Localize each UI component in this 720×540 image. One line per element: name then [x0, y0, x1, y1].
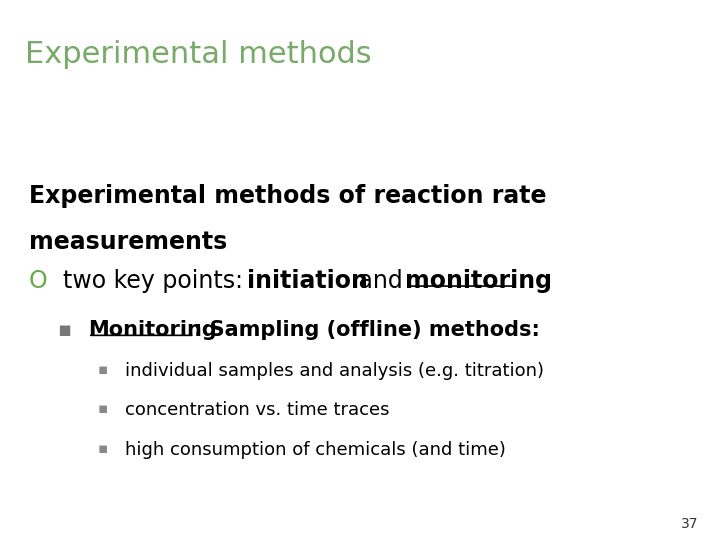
Text: and: and: [351, 269, 410, 293]
Text: measurements: measurements: [29, 230, 227, 254]
Text: monitoring: monitoring: [405, 269, 552, 293]
Text: Experimental methods: Experimental methods: [25, 40, 372, 70]
Text: initiation: initiation: [247, 269, 368, 293]
Text: Experimental methods of reaction rate: Experimental methods of reaction rate: [29, 184, 546, 207]
Text: 37: 37: [681, 517, 698, 531]
Text: individual samples and analysis (e.g. titration): individual samples and analysis (e.g. ti…: [125, 362, 544, 380]
Text: high consumption of chemicals (and time): high consumption of chemicals (and time): [125, 441, 505, 459]
Text: concentration vs. time traces: concentration vs. time traces: [125, 401, 389, 420]
Text: two key points:: two key points:: [63, 269, 251, 293]
Text: ▪: ▪: [97, 441, 107, 456]
Text: ▪: ▪: [58, 320, 72, 340]
Text: Monitoring: Monitoring: [88, 320, 217, 340]
Text: : Sampling (offline) methods:: : Sampling (offline) methods:: [194, 320, 540, 340]
Text: ▪: ▪: [97, 401, 107, 416]
Text: O: O: [29, 269, 48, 293]
Text: ▪: ▪: [97, 362, 107, 377]
